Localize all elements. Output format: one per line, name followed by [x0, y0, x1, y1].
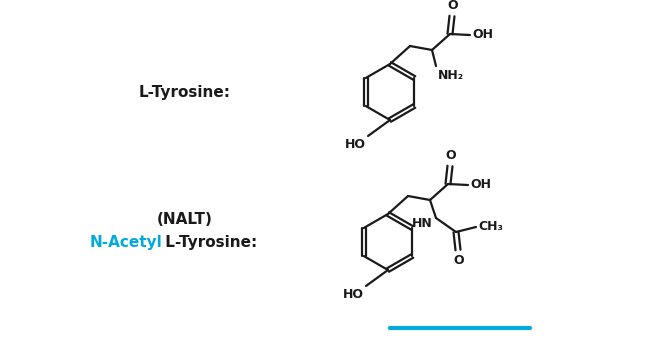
Text: L-Tyrosine:: L-Tyrosine: — [160, 234, 257, 250]
Text: HO: HO — [345, 138, 366, 151]
Text: CH₃: CH₃ — [478, 220, 503, 233]
Text: (NALT): (NALT) — [157, 212, 213, 228]
Text: L-Tyrosine:: L-Tyrosine: — [139, 84, 231, 99]
Text: NH₂: NH₂ — [438, 69, 464, 82]
Text: O: O — [454, 254, 464, 267]
Text: HO: HO — [343, 288, 364, 301]
Text: OH: OH — [472, 28, 493, 42]
Text: HN: HN — [412, 217, 433, 230]
Text: OH: OH — [470, 178, 491, 191]
Text: O: O — [446, 149, 456, 162]
Text: O: O — [448, 0, 458, 12]
Text: N-Acetyl: N-Acetyl — [90, 234, 162, 250]
